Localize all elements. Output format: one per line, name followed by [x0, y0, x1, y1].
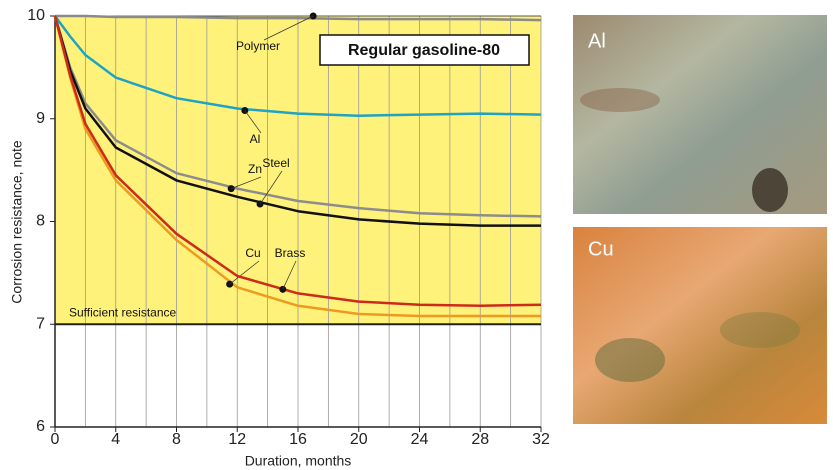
series-line	[53, 15, 542, 117]
x-tick-label: 24	[411, 431, 429, 448]
x-tick-label: 20	[350, 431, 368, 448]
series-label: Cu	[245, 246, 260, 260]
photo-cu	[573, 227, 827, 424]
series-line	[53, 15, 542, 218]
x-tick-label: 12	[228, 431, 246, 448]
photo-spot	[580, 88, 660, 112]
photo-label: Cu	[588, 238, 614, 260]
series-label: Brass	[275, 246, 306, 260]
x-axis-label: Duration, months	[245, 453, 352, 469]
label-leader	[282, 260, 297, 290]
series-line	[55, 14, 542, 22]
series-label: Zn	[248, 162, 262, 176]
y-tick-label: 7	[36, 315, 45, 332]
series-label: Steel	[262, 156, 289, 170]
series-label: Al	[250, 132, 261, 146]
label-leader	[229, 260, 260, 285]
y-tick-label: 8	[36, 213, 45, 230]
y-tick-label: 6	[36, 418, 45, 435]
title-box	[319, 34, 530, 66]
threshold-label: Sufficient resistance	[69, 305, 176, 319]
photo-spot	[595, 338, 665, 382]
x-tick-label: 16	[289, 431, 307, 448]
photo-spot	[752, 168, 788, 212]
y-tick-label: 10	[27, 7, 45, 24]
x-tick-label: 28	[471, 431, 489, 448]
y-axis-label: Corrosion resistance, note	[9, 140, 25, 304]
x-tick-label: 32	[532, 431, 550, 448]
x-tick-label: 8	[172, 431, 181, 448]
label-leader	[231, 176, 262, 189]
x-tick-label: 4	[111, 431, 120, 448]
series-marker	[309, 12, 317, 20]
photo-al	[573, 15, 827, 214]
label-leader	[244, 110, 262, 134]
label-leader	[259, 170, 283, 205]
y-tick-label: 9	[36, 110, 45, 127]
chart-title: Regular gasoline-80	[348, 42, 500, 59]
series-line	[53, 15, 541, 227]
label-leader	[263, 15, 314, 41]
x-tick-label: 0	[51, 431, 60, 448]
series-label: Polymer	[236, 39, 280, 53]
photo-label: Al	[588, 30, 606, 52]
series-line	[53, 15, 542, 308]
photo-spot	[720, 312, 800, 348]
